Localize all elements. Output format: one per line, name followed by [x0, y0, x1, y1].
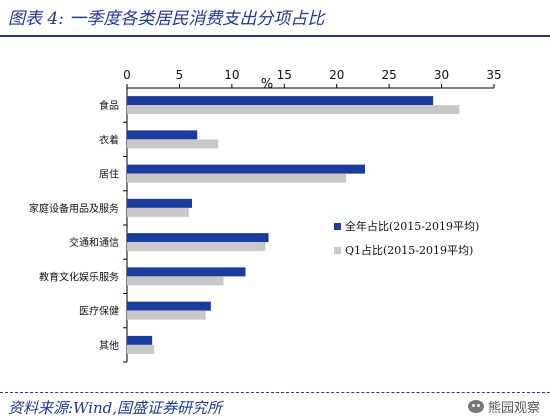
bar-full-year	[127, 233, 269, 243]
x-tick-label: 35	[486, 68, 501, 82]
source-note: 资料来源:Wind,国盛证券研究所	[8, 399, 223, 417]
chart-title: 图表 4: 一季度各类居民消费支出分项占比	[8, 9, 325, 29]
chart-labels: 0 5 10 15 20 25 30 35 食品衣着居住家庭设备用品及服务交通和通信教育文化娱乐…	[29, 68, 502, 352]
x-tick-label: 5	[176, 68, 184, 82]
category-label: 衣着	[99, 133, 119, 146]
legend-label-full-year: 全年占比(2015-2019平均)	[345, 219, 479, 233]
bar-full-year	[127, 164, 366, 174]
category-label: 交通和通信	[69, 236, 119, 249]
bar-full-year	[127, 198, 193, 208]
legend-swatch-full-year	[334, 223, 341, 230]
x-tick-label: 30	[434, 68, 449, 82]
category-label: 食品	[99, 99, 119, 112]
bar-q1	[127, 276, 224, 286]
x-tick-label: 15	[277, 68, 292, 82]
x-tick-label: 25	[382, 68, 397, 82]
wechat-icon	[467, 400, 484, 413]
bar-q1	[127, 344, 155, 354]
title-divider	[0, 35, 550, 37]
bar-q1	[127, 242, 266, 252]
category-label: 家庭设备用品及服务	[29, 202, 119, 215]
watermark-label: 熊园观察	[487, 401, 540, 416]
x-tick-label: 20	[329, 68, 344, 82]
legend-label-q1: Q1占比(2015-2019平均)	[345, 243, 473, 257]
x-tick-label: 0	[123, 68, 131, 82]
x-axis-unit: %	[261, 77, 273, 92]
bar-q1	[127, 173, 347, 183]
legend-swatch-q1	[334, 247, 341, 254]
category-label: 居住	[99, 168, 119, 181]
bar-q1	[127, 310, 206, 320]
x-tick-label: 10	[224, 68, 239, 82]
bar-q1	[127, 105, 460, 115]
category-label: 教育文化娱乐服务	[39, 270, 119, 283]
bar-full-year	[127, 267, 246, 277]
chart-legend: 全年占比(2015-2019平均) Q1占比(2015-2019平均)	[334, 219, 479, 257]
chart-bars	[127, 96, 460, 354]
watermark: 熊园观察	[467, 397, 540, 416]
bar-q1	[127, 139, 219, 149]
bar-full-year	[127, 96, 434, 106]
bar-chart: 0 5 10 15 20 25 30 35 食品衣着居住家庭设备用品及服务交通和通信教育文化娱乐…	[29, 68, 502, 363]
bar-full-year	[127, 130, 198, 140]
category-label: 其他	[99, 339, 119, 352]
bar-q1	[127, 207, 189, 217]
category-label: 医疗保健	[79, 305, 119, 318]
bar-full-year	[127, 301, 211, 311]
bar-full-year	[127, 335, 153, 345]
footer-divider	[0, 392, 550, 393]
